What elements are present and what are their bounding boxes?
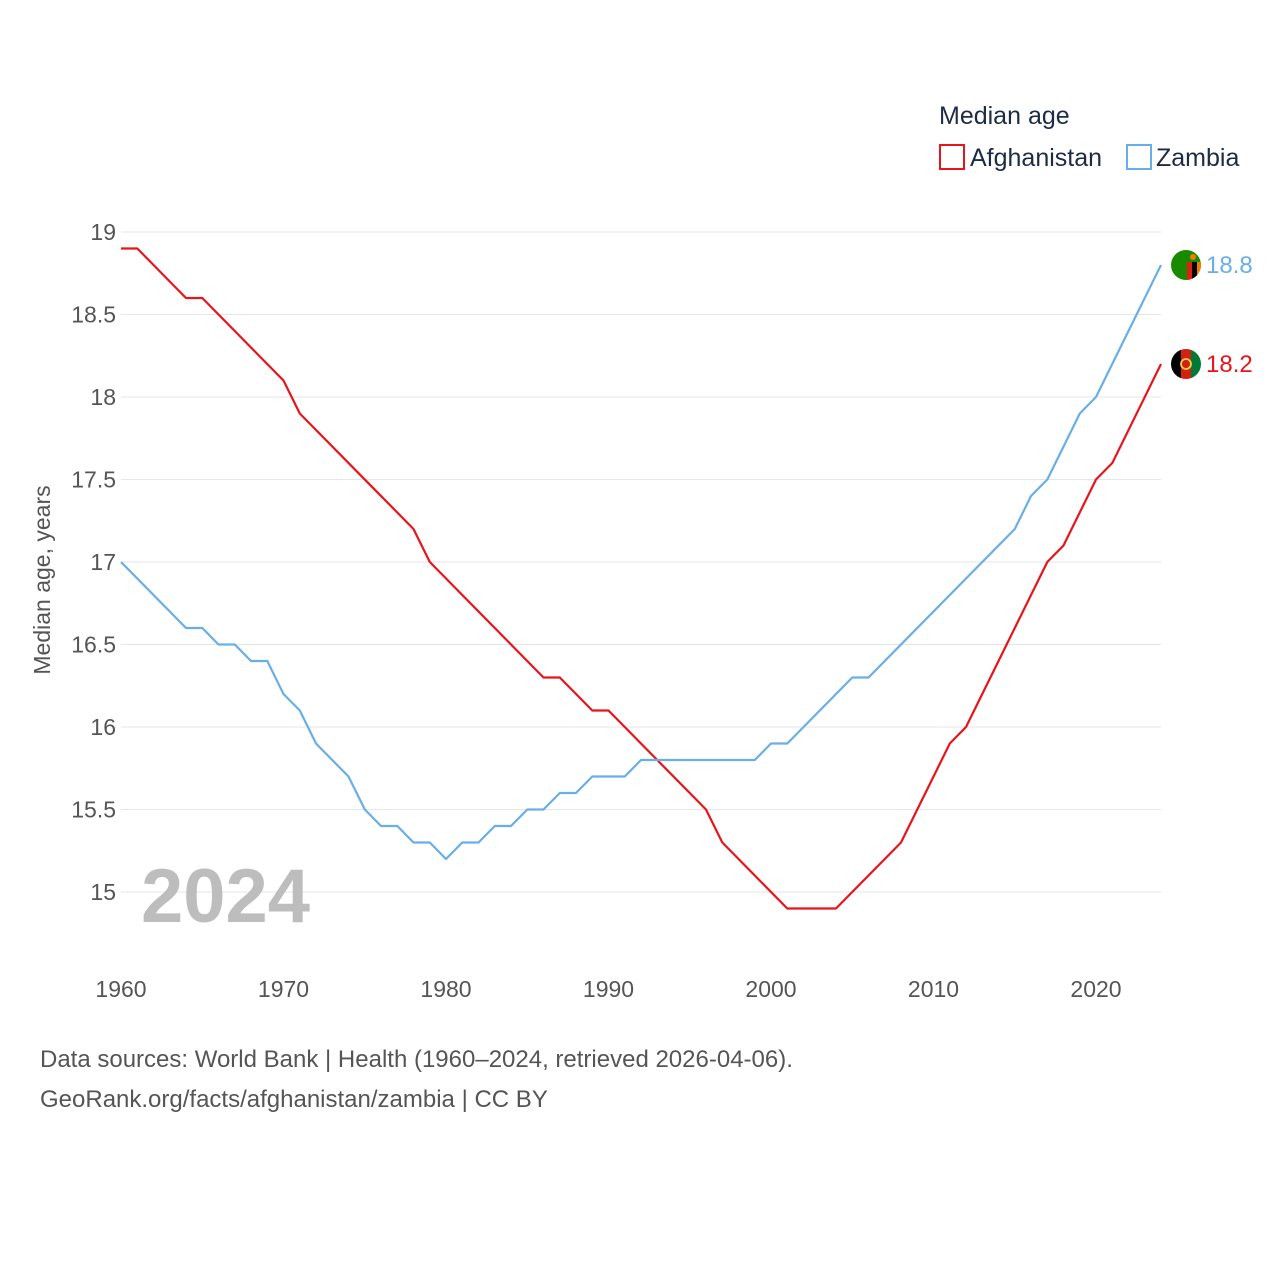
y-tick-label: 16.5: [71, 632, 116, 658]
end-value-label-zambia: 18.8: [1206, 252, 1253, 279]
x-axis-ticks: 1960 1970 1980 1990 2000 2010 2020: [95, 976, 1121, 1002]
y-tick-label: 15.5: [71, 797, 116, 823]
x-tick-label: 2000: [745, 976, 796, 1002]
series-line-zambia[interactable]: [120, 264, 1162, 861]
x-tick-label: 2020: [1070, 976, 1121, 1002]
x-tick-label: 1990: [583, 976, 634, 1002]
end-value-label-afghanistan: 18.2: [1206, 351, 1253, 378]
legend-item-afghanistan[interactable]: Afghanistan: [939, 144, 1102, 172]
current-year-label: 2024: [141, 854, 310, 939]
x-tick-label: 1960: [95, 976, 146, 1002]
legend-swatch-zambia: [1126, 144, 1152, 170]
y-tick-label: 17: [90, 549, 116, 575]
x-tick-label: 2010: [908, 976, 959, 1002]
y-tick-label: 16: [90, 714, 116, 740]
series-lines: [120, 247, 1162, 910]
y-tick-label: 15: [90, 879, 116, 905]
series-end-markers: 18.2 18.8: [1171, 250, 1253, 379]
y-axis-title: Median age, years: [29, 485, 55, 674]
y-tick-label: 19: [90, 219, 116, 245]
zambia-flag-icon: [1171, 250, 1201, 280]
y-tick-label: 18.5: [71, 302, 116, 328]
legend: Median age Afghanistan Zambia: [939, 102, 1239, 172]
legend-swatch-afghanistan: [939, 144, 965, 170]
legend-item-zambia[interactable]: Zambia: [1126, 144, 1239, 172]
y-tick-label: 17.5: [71, 467, 116, 493]
legend-label-afghanistan: Afghanistan: [970, 144, 1102, 172]
legend-title: Median age: [939, 102, 1070, 130]
y-tick-label: 18: [90, 384, 116, 410]
attribution-link[interactable]: GeoRank.org/facts/afghanistan/zambia | C…: [40, 1086, 548, 1113]
x-tick-label: 1980: [420, 976, 471, 1002]
x-tick-label: 1970: [258, 976, 309, 1002]
afghanistan-flag-icon: [1171, 349, 1201, 379]
gridlines: [121, 231, 1161, 893]
data-sources-note: Data sources: World Bank | Health (1960–…: [40, 1046, 793, 1073]
y-axis-ticks: 15 15.5 16 16.5 17 17.5 18 18.5 19: [71, 219, 116, 905]
legend-label-zambia: Zambia: [1156, 144, 1239, 172]
